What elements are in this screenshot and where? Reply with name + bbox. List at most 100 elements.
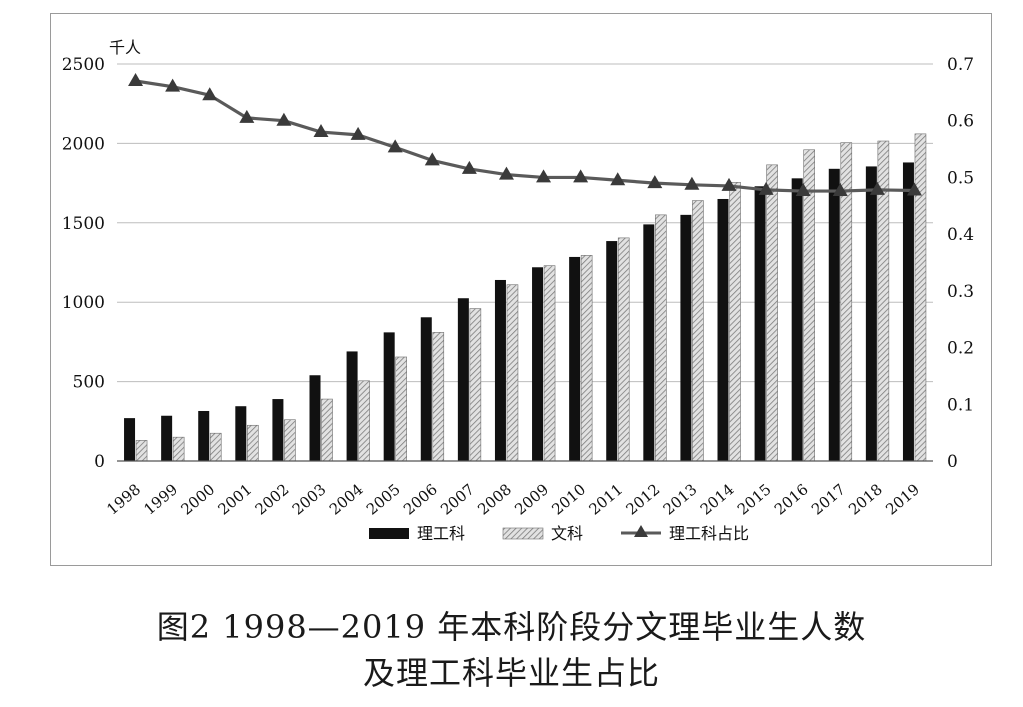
bar-arts [617,237,630,462]
figure-caption-line1: 图2 1998—2019 年本科阶段分文理毕业生人数 [156,608,867,646]
x-tick-label: 2007 [437,480,478,518]
x-tick-label: 2013 [660,480,701,518]
bar-stem [457,298,469,461]
legend-swatch-ratio-marker [634,525,648,537]
bar-arts [284,419,296,462]
x-tick-label: 2000 [177,480,218,518]
chart-frame: 0 500 1000 1500 2000 2500 0 0.1 0.2 0.3 0.4 0.5 0.6 0… [50,13,992,566]
bar-stem [346,351,358,461]
x-tick-label: 2003 [289,480,330,518]
bar-arts [766,164,778,462]
x-tick-label: 2002 [252,480,293,518]
y-right-tick-label: 0.3 [947,282,974,302]
bar-stem [235,406,247,461]
y-left-tick-label: 1000 [62,293,105,313]
bar-arts [580,255,593,462]
bar-arts [914,133,927,462]
bar-stem [754,186,766,461]
ratio-marker [498,166,514,180]
ratio-marker [758,181,774,195]
legend-swatch-arts [502,527,544,540]
ratio-marker [573,169,589,183]
x-tick-label: 2001 [215,480,256,518]
y-left-tick-label: 2500 [62,55,105,75]
bar-arts [395,356,407,462]
bar-arts [432,332,445,462]
bar-stem [309,375,321,461]
y-right-tick-label: 0.5 [947,168,974,188]
bar-stem [680,214,692,461]
bar-arts [692,200,704,462]
bar-stem [532,267,544,461]
bar-stem [717,198,729,462]
ratio-marker [832,183,848,197]
bar-layer [124,133,927,462]
ratio-line [135,79,915,193]
x-tick-label: 2014 [697,480,738,518]
bar-arts [803,149,815,462]
ratio-marker [313,124,329,138]
x-tick-label: 2009 [511,480,552,518]
ratio-marker [795,183,811,197]
bar-arts [321,398,333,462]
ratio-marker [906,182,922,196]
y-left-tick-label: 2000 [62,134,105,154]
x-tick-label: 2010 [548,480,589,518]
x-tick-label: 1999 [140,480,181,518]
line-layer [128,73,922,197]
x-tick-label: 2008 [474,480,515,518]
legend-swatch-stem [369,528,409,539]
ratio-marker [721,177,737,191]
ratio-marker [239,109,255,123]
bar-arts [135,440,148,462]
bar-stem [383,332,395,461]
bar-stem [198,410,210,461]
x-tick-label: 2018 [845,480,886,518]
y-right-tick-label: 0.6 [947,112,974,132]
ratio-marker [165,78,181,92]
x-tick-label: 2012 [623,480,664,518]
x-tick-label: 2011 [585,480,626,518]
bar-stem [494,279,506,461]
bar-stem [902,162,914,461]
x-tick-label: 2016 [771,480,812,518]
y-right-tick-label: 0.2 [947,339,974,359]
legend-label-stem: 理工科 [417,524,465,543]
chart-svg: 0 500 1000 1500 2000 2500 0 0.1 0.2 0.3 0.4 0.5 0.6 0… [62,38,974,543]
left-axis-unit-label: 千人 [109,38,141,57]
bar-stem [569,256,581,461]
ratio-marker [869,181,885,195]
y-left-tick-label: 500 [73,373,105,393]
y-right-tick-label: 0.4 [947,225,974,245]
ratio-marker [202,87,218,101]
ratio-marker [128,73,144,87]
bar-stem [272,399,284,461]
x-tick-label: 2019 [882,480,923,518]
x-tick-label: 1998 [103,480,144,518]
x-tick-label: 2017 [808,480,849,518]
figure-caption-line2: 及理工科毕业生占比 [362,654,660,692]
x-tick-label: 2015 [734,480,775,518]
bar-stem [643,224,655,461]
legend-label-ratio: 理工科占比 [669,524,749,543]
bar-stem [606,241,618,461]
ratio-marker [684,176,700,190]
bar-stem [420,317,432,461]
bar-arts [655,214,667,462]
ratio-marker [350,126,366,140]
ratio-marker [276,112,292,126]
bar-arts [358,380,370,462]
x-tick-label: 2005 [363,480,404,518]
x-tick-label: 2004 [326,480,367,518]
bar-stem [828,168,840,462]
bar-stem [161,415,173,461]
bar-arts [172,436,185,462]
bar-arts [469,308,482,462]
y-right-tick-label: 0 [947,452,958,472]
bar-stem [865,166,877,461]
legend-label-arts: 文科 [551,524,583,543]
y-right-tick-label: 0.7 [947,55,974,75]
y-right-tick-label: 0.1 [947,395,974,415]
ratio-marker [536,169,552,183]
ratio-marker [461,160,477,174]
